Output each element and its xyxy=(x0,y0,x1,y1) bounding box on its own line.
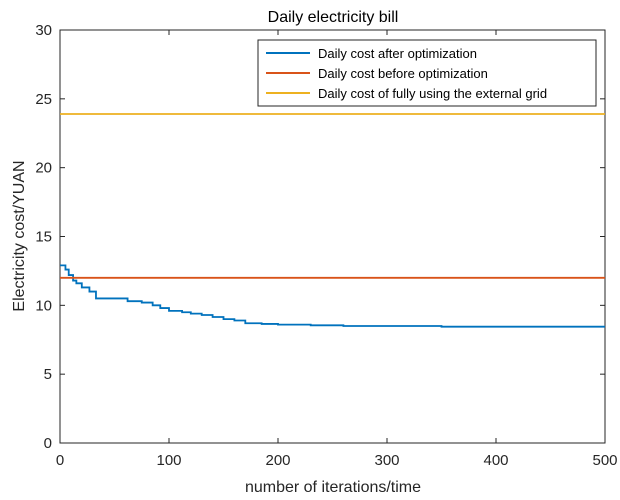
y-axis-label: Electricity cost/YUAN xyxy=(11,160,28,311)
x-axis-label: number of iterations/time xyxy=(245,479,421,496)
y-tick-label: 25 xyxy=(35,91,52,108)
y-tick-label: 15 xyxy=(35,229,52,246)
legend-label-1: Daily cost after optimization xyxy=(318,46,477,61)
y-tick-label: 30 xyxy=(35,22,52,39)
series-lines xyxy=(60,113,605,328)
legend: Daily cost after optimization Daily cost … xyxy=(257,39,597,107)
y-tick-label: 5 xyxy=(44,366,52,383)
x-tick-label: 200 xyxy=(265,452,290,469)
x-tick-label: 0 xyxy=(56,452,64,469)
y-tick-label: 10 xyxy=(35,297,52,314)
x-tick-label: 500 xyxy=(592,452,617,469)
y-tick-label: 0 xyxy=(44,435,52,452)
chart-title: Daily electricity bill xyxy=(268,9,399,26)
y-tick-label: 20 xyxy=(35,160,52,177)
legend-label-3: Daily cost of fully using the external g… xyxy=(318,86,547,101)
y-axis: 0 5 10 15 20 25 30 xyxy=(35,22,605,452)
x-axis: 0 100 200 300 400 500 xyxy=(56,30,618,469)
legend-label-2: Daily cost before optimization xyxy=(318,66,488,81)
legend-box xyxy=(257,39,597,107)
series-line-1 xyxy=(60,264,605,328)
x-tick-label: 100 xyxy=(156,452,181,469)
x-tick-label: 300 xyxy=(374,452,399,469)
x-tick-label: 400 xyxy=(483,452,508,469)
